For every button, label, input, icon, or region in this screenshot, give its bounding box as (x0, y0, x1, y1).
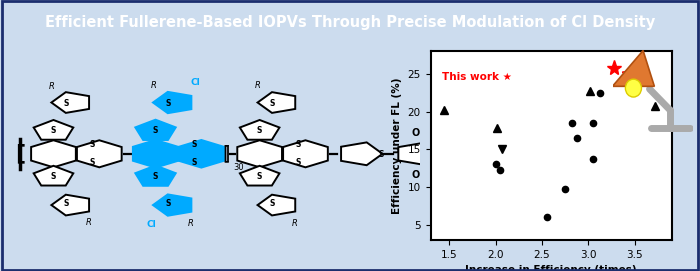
X-axis label: Increase in Efficiency (times): Increase in Efficiency (times) (466, 265, 637, 271)
Text: S: S (165, 199, 171, 208)
Polygon shape (77, 140, 122, 167)
Text: Efficient Fullerene-Based IOPVs Through Precise Modulation of Cl Density: Efficient Fullerene-Based IOPVs Through … (45, 15, 655, 30)
Text: R: R (86, 218, 92, 227)
Polygon shape (179, 140, 224, 167)
Text: S: S (51, 126, 56, 136)
Text: ]: ] (442, 145, 449, 163)
Text: R: R (150, 80, 156, 90)
Text: S: S (270, 99, 275, 108)
Text: S: S (295, 140, 301, 149)
Text: S: S (63, 99, 69, 108)
Polygon shape (258, 195, 295, 215)
Text: S: S (153, 126, 158, 136)
Text: Cl: Cl (190, 78, 200, 87)
Text: S: S (63, 199, 69, 208)
Text: S: S (51, 172, 56, 181)
Text: R: R (442, 128, 448, 138)
Text: ]: ] (223, 144, 230, 163)
Text: S: S (379, 150, 384, 159)
Polygon shape (136, 120, 175, 140)
Text: S: S (90, 140, 95, 149)
Polygon shape (133, 140, 178, 167)
Text: 25%: 25% (621, 70, 651, 83)
Polygon shape (283, 140, 328, 167)
Polygon shape (612, 50, 654, 86)
Polygon shape (51, 195, 89, 215)
Text: S: S (257, 126, 262, 136)
Text: R: R (188, 219, 194, 228)
Text: R: R (255, 80, 260, 90)
Text: N: N (435, 149, 442, 158)
Polygon shape (258, 92, 295, 113)
Text: [: [ (223, 144, 230, 163)
Circle shape (625, 79, 641, 97)
Text: O: O (412, 170, 420, 179)
Text: S: S (257, 172, 262, 181)
Polygon shape (237, 140, 282, 167)
Polygon shape (153, 195, 191, 215)
Polygon shape (240, 120, 279, 140)
Text: 70: 70 (450, 163, 461, 172)
Text: R: R (48, 82, 55, 91)
Text: S: S (165, 99, 171, 108)
Polygon shape (31, 140, 76, 167)
Polygon shape (240, 166, 279, 186)
Text: R: R (292, 219, 298, 228)
Text: Cl: Cl (146, 220, 156, 229)
Text: O: O (412, 128, 420, 138)
Text: S: S (295, 159, 301, 167)
Text: 30: 30 (234, 163, 244, 172)
Text: S: S (153, 172, 158, 181)
Y-axis label: Efficiency under FL (%): Efficiency under FL (%) (392, 78, 402, 214)
Text: S: S (90, 159, 95, 167)
Polygon shape (153, 92, 191, 113)
Text: S: S (192, 159, 197, 167)
Polygon shape (51, 92, 89, 113)
Text: [: [ (15, 144, 25, 164)
Text: S: S (192, 140, 197, 149)
Text: n: n (470, 163, 476, 172)
Polygon shape (34, 120, 74, 140)
Text: This work ★: This work ★ (442, 72, 512, 82)
Polygon shape (398, 143, 438, 164)
Text: ]: ] (465, 163, 469, 173)
Polygon shape (136, 166, 175, 186)
Text: S: S (270, 199, 275, 208)
Polygon shape (34, 166, 74, 186)
Polygon shape (341, 142, 382, 165)
